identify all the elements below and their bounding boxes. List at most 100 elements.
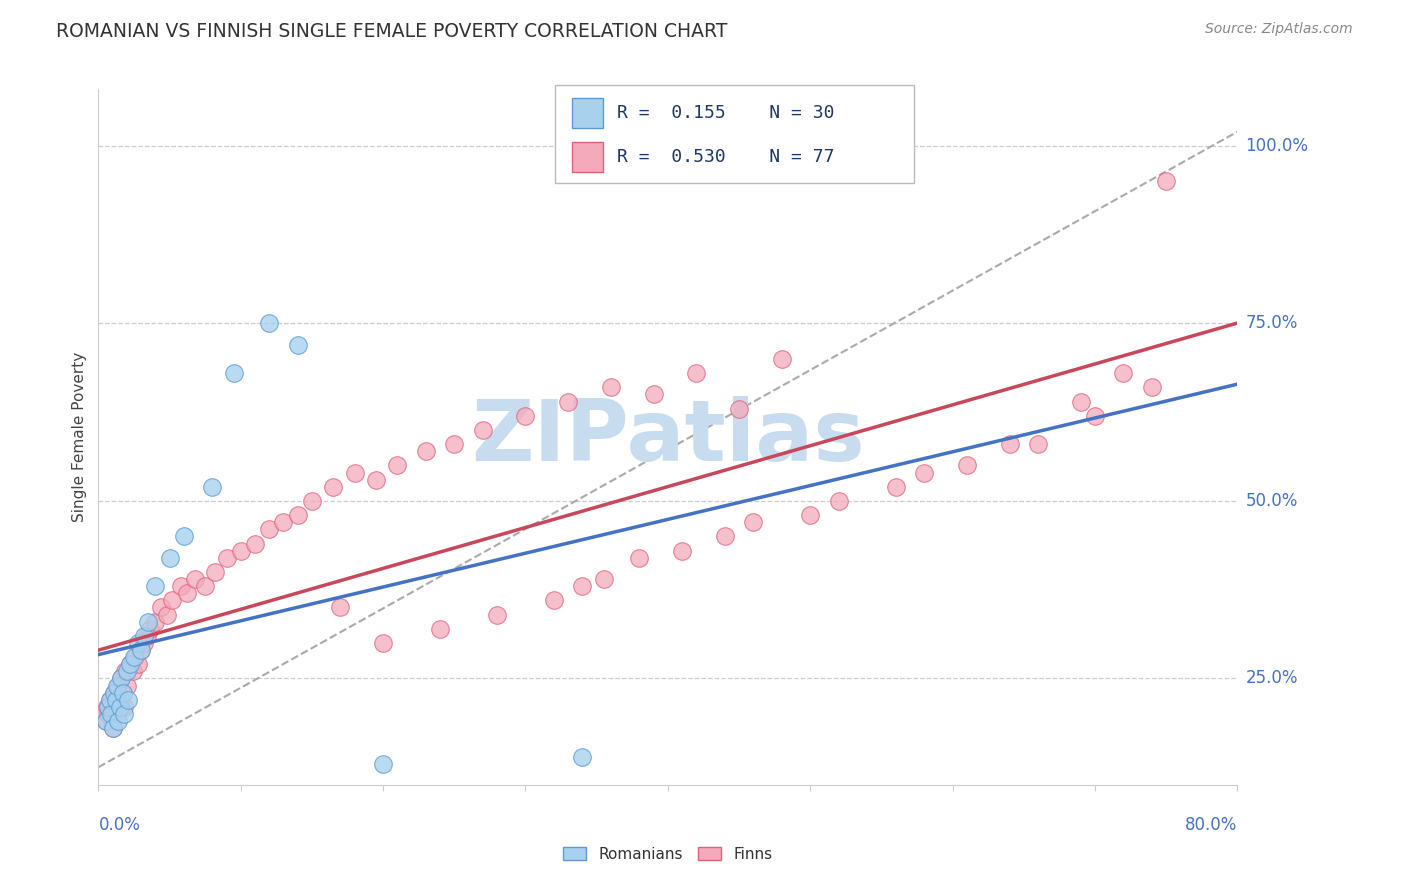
Text: 25.0%: 25.0% bbox=[1246, 670, 1298, 688]
Point bbox=[1112, 366, 1135, 380]
Point bbox=[100, 706, 122, 721]
Point bbox=[101, 721, 124, 735]
Point bbox=[96, 699, 118, 714]
Point bbox=[471, 423, 494, 437]
Point bbox=[364, 473, 387, 487]
Point bbox=[884, 480, 907, 494]
Point bbox=[956, 458, 979, 473]
Text: R =  0.155    N = 30: R = 0.155 N = 30 bbox=[617, 104, 835, 122]
Point bbox=[104, 692, 127, 706]
Point bbox=[115, 665, 138, 679]
Point bbox=[107, 714, 129, 728]
Point bbox=[145, 579, 167, 593]
Point bbox=[671, 543, 693, 558]
Point bbox=[1084, 409, 1107, 423]
Point bbox=[643, 387, 665, 401]
Point bbox=[112, 699, 135, 714]
Point bbox=[170, 579, 193, 593]
Point bbox=[443, 437, 465, 451]
Point bbox=[770, 351, 793, 366]
Y-axis label: Single Female Poverty: Single Female Poverty bbox=[72, 352, 87, 522]
Point bbox=[201, 480, 224, 494]
Point bbox=[117, 692, 139, 706]
Point bbox=[97, 699, 120, 714]
Point bbox=[156, 607, 179, 622]
Point bbox=[159, 550, 181, 565]
Point bbox=[103, 686, 125, 700]
Point bbox=[543, 593, 565, 607]
Point bbox=[429, 622, 451, 636]
Point bbox=[107, 679, 129, 693]
Point bbox=[103, 686, 125, 700]
Point bbox=[118, 657, 141, 672]
Point bbox=[111, 686, 134, 700]
Point bbox=[129, 643, 152, 657]
Point bbox=[373, 756, 395, 771]
Point bbox=[329, 600, 352, 615]
Text: R =  0.530    N = 77: R = 0.530 N = 77 bbox=[617, 148, 835, 166]
Point bbox=[628, 550, 651, 565]
Point bbox=[138, 622, 160, 636]
Point bbox=[373, 636, 395, 650]
Point bbox=[1070, 394, 1092, 409]
Point bbox=[742, 516, 765, 530]
Point bbox=[685, 366, 707, 380]
Point bbox=[259, 317, 281, 331]
Point bbox=[108, 699, 131, 714]
Point bbox=[104, 692, 127, 706]
Point bbox=[259, 522, 281, 536]
Point bbox=[387, 458, 409, 473]
Point bbox=[486, 607, 509, 622]
Point bbox=[105, 679, 128, 693]
Text: Source: ZipAtlas.com: Source: ZipAtlas.com bbox=[1205, 22, 1353, 37]
Point bbox=[94, 714, 117, 728]
Text: ROMANIAN VS FINNISH SINGLE FEMALE POVERTY CORRELATION CHART: ROMANIAN VS FINNISH SINGLE FEMALE POVERT… bbox=[56, 22, 728, 41]
Point bbox=[129, 643, 152, 657]
Point bbox=[98, 692, 121, 706]
Point bbox=[343, 466, 366, 480]
Point bbox=[115, 679, 138, 693]
Point bbox=[571, 579, 593, 593]
Text: 100.0%: 100.0% bbox=[1246, 137, 1309, 155]
Point bbox=[110, 672, 132, 686]
Point bbox=[515, 409, 537, 423]
Point bbox=[215, 550, 238, 565]
Point bbox=[273, 516, 295, 530]
Point bbox=[98, 692, 121, 706]
Legend: Romanians, Finns: Romanians, Finns bbox=[557, 840, 779, 868]
Point bbox=[322, 480, 344, 494]
Point bbox=[301, 494, 323, 508]
Point bbox=[101, 721, 124, 735]
Point bbox=[112, 706, 135, 721]
Point bbox=[557, 394, 579, 409]
Point bbox=[97, 706, 120, 721]
Point bbox=[173, 529, 195, 543]
Point bbox=[145, 615, 167, 629]
Point bbox=[287, 508, 309, 523]
Point bbox=[799, 508, 821, 523]
Point bbox=[132, 629, 155, 643]
Point bbox=[243, 536, 266, 550]
Point bbox=[714, 529, 737, 543]
Point bbox=[135, 629, 157, 643]
Point bbox=[110, 672, 132, 686]
Point bbox=[136, 615, 159, 629]
Point bbox=[118, 657, 141, 672]
Point bbox=[162, 593, 184, 607]
Point bbox=[176, 586, 198, 600]
Point bbox=[828, 494, 851, 508]
Point bbox=[94, 714, 117, 728]
Point bbox=[122, 650, 145, 665]
Point bbox=[184, 572, 207, 586]
Point bbox=[1140, 380, 1163, 394]
Text: ZIPatlas: ZIPatlas bbox=[471, 395, 865, 479]
Point bbox=[150, 600, 173, 615]
Text: 75.0%: 75.0% bbox=[1246, 315, 1298, 333]
Point bbox=[728, 401, 751, 416]
Point bbox=[229, 543, 252, 558]
Point bbox=[1026, 437, 1049, 451]
Point bbox=[124, 650, 146, 665]
Point bbox=[100, 699, 122, 714]
Point bbox=[222, 366, 245, 380]
Point bbox=[127, 636, 149, 650]
